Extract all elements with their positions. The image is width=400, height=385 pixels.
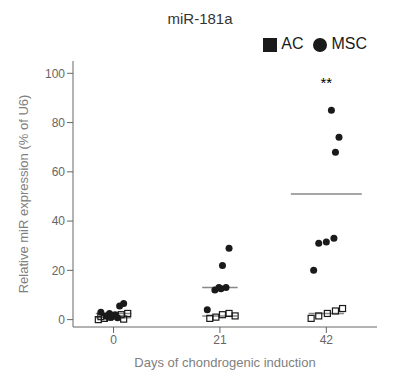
svg-text:Days of chondrogenic induction: Days of chondrogenic induction xyxy=(134,355,315,370)
html-text:AC: AC xyxy=(281,35,304,52)
svg-text:40: 40 xyxy=(52,214,66,228)
svg-text:42: 42 xyxy=(320,333,334,347)
svg-text:60: 60 xyxy=(52,165,66,179)
html-text:MSC: MSC xyxy=(331,35,367,52)
svg-text:0: 0 xyxy=(110,333,117,347)
svg-text:0: 0 xyxy=(58,313,65,327)
html-text:miR-181a: miR-181a xyxy=(167,10,233,27)
svg-text:80: 80 xyxy=(52,116,66,130)
svg-text:100: 100 xyxy=(45,67,65,81)
svg-text:20: 20 xyxy=(52,264,66,278)
svg-text:Relative miR expression (% of: Relative miR expression (% of U6) xyxy=(16,95,31,294)
svg-text:21: 21 xyxy=(213,333,227,347)
svg-text:**: ** xyxy=(320,74,332,91)
